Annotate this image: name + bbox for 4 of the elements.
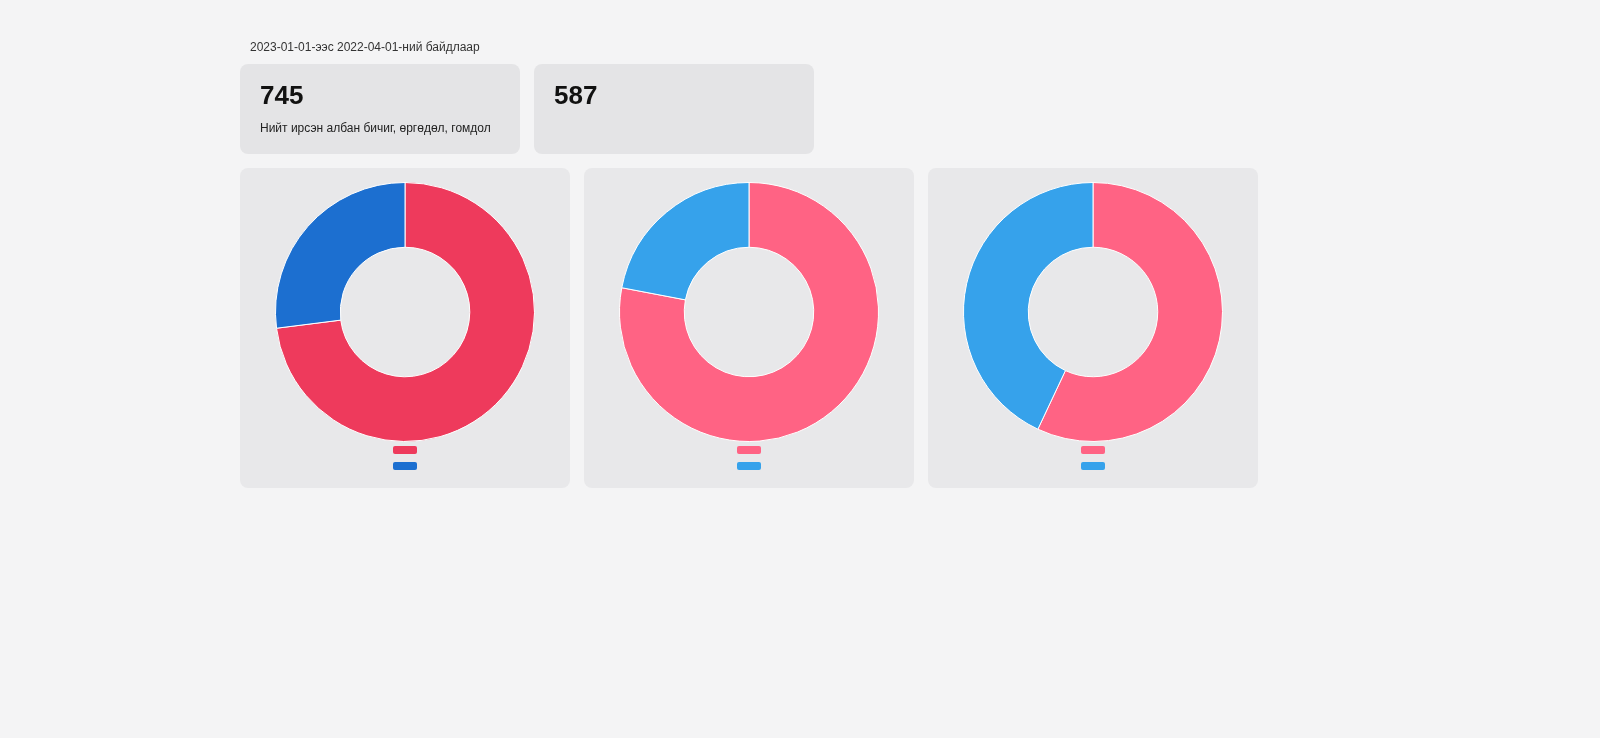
text: 745	[260, 80, 305, 111]
text: 587	[554, 80, 599, 111]
text: 2023-01-01-ээс 2022-04-01-ний байдлаар	[250, 40, 481, 54]
text: Нийт ирсэн албан бичиг, өргөдөл, гомдол	[260, 121, 492, 135]
